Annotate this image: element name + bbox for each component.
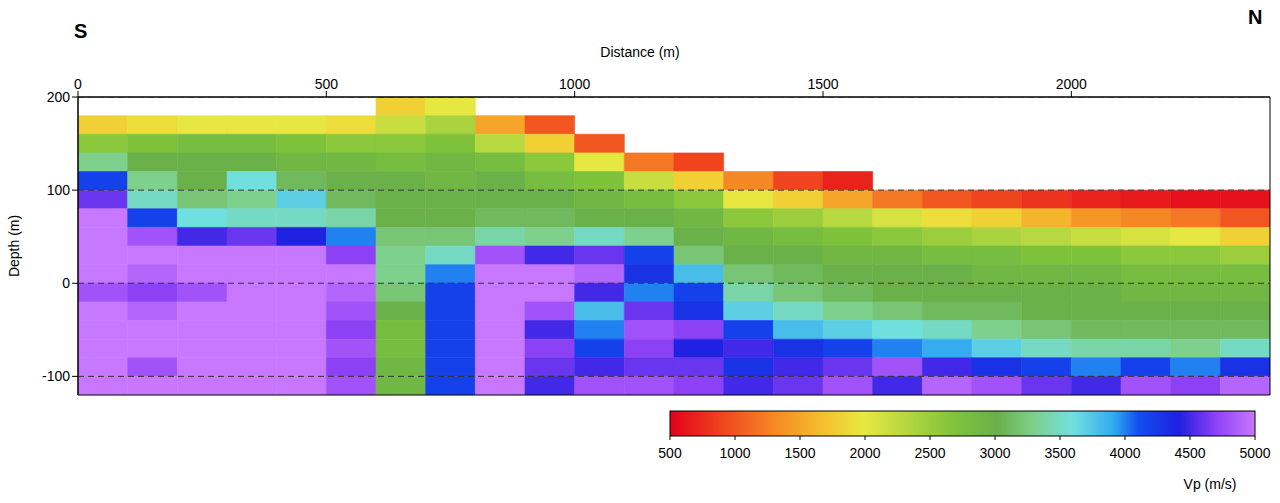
svg-text:1500: 1500 (807, 76, 838, 92)
svg-text:2000: 2000 (849, 445, 880, 461)
svg-text:3000: 3000 (979, 445, 1010, 461)
svg-text:-100: -100 (42, 368, 70, 384)
svg-text:1500: 1500 (784, 445, 815, 461)
svg-text:1000: 1000 (559, 76, 590, 92)
svg-text:2500: 2500 (914, 445, 945, 461)
html-text:S: S (74, 20, 88, 42)
svg-text:0: 0 (62, 275, 70, 291)
svg-text:3500: 3500 (1044, 445, 1075, 461)
svg-text:200: 200 (47, 89, 71, 105)
svg-text:100: 100 (47, 182, 71, 198)
svg-text:4000: 4000 (1109, 445, 1140, 461)
svg-text:5000: 5000 (1239, 445, 1270, 461)
svg-text:4500: 4500 (1174, 445, 1205, 461)
html-text:Distance (m): Distance (m) (600, 44, 680, 60)
svg-text:Depth (m): Depth (m) (6, 215, 22, 277)
svg-text:2000: 2000 (1056, 76, 1087, 92)
svg-text:Vp (m/s): Vp (m/s) (1184, 476, 1237, 492)
svg-text:0: 0 (74, 76, 82, 92)
svg-text:500: 500 (315, 76, 339, 92)
svg-text:500: 500 (658, 445, 682, 461)
svg-text:1000: 1000 (719, 445, 750, 461)
html-text:N: N (1248, 6, 1263, 28)
